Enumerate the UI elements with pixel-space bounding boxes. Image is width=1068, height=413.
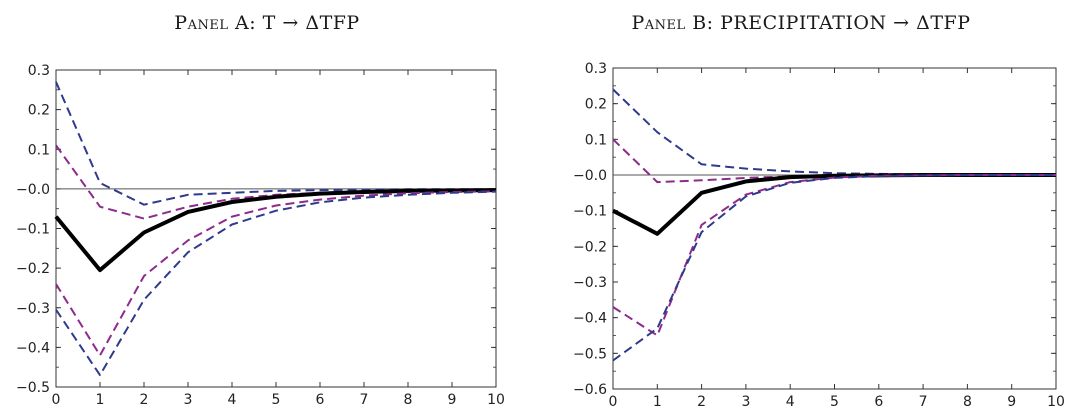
y-tick-label: 0.2	[585, 97, 607, 113]
x-tick-label: 4	[786, 394, 795, 410]
y-tick-label: 0.1	[585, 132, 607, 148]
chart-svg: 0.3 0.2 0.1 −0.0 −0.1 −0.2 −0.3 −0.4 −0.5 −0.60 1 2…	[573, 61, 1065, 410]
y-tick-label: −0.3	[16, 301, 50, 317]
x-tick-label: 7	[360, 392, 369, 408]
series-line-band	[612, 174, 1056, 337]
x-tick-label: 4	[228, 392, 237, 408]
chart-svg: 0.3 0.2 0.1 −0.0 −0.1 −0.2 −0.3 −0.4 −0.50 1 2 3 4 5 6…	[16, 63, 505, 408]
chart-title: Panel A: T → ΔTFP	[0, 12, 534, 34]
x-tick-label: 6	[316, 392, 325, 408]
y-tick-label: −0.4	[16, 340, 50, 356]
y-tick-label: −0.5	[573, 346, 607, 362]
y-tick-label: −0.4	[573, 311, 607, 327]
y-tick-label: −0.5	[16, 380, 50, 396]
y-tick-label: −0.6	[573, 382, 607, 398]
title-prefix: Panel A:	[174, 12, 257, 34]
x-tick-label: 9	[1007, 394, 1016, 410]
x-tick-label: 5	[830, 394, 839, 410]
y-tick-label: 0.3	[585, 61, 607, 77]
y-tick-label: −0.0	[16, 182, 50, 198]
y-tick-label: −0.3	[573, 275, 607, 291]
title-prefix: Panel B:	[631, 12, 714, 34]
x-tick-label: 9	[448, 392, 457, 408]
y-tick-label: 0.2	[28, 103, 50, 119]
title-main: T → ΔTFP	[262, 12, 360, 34]
title-main: PRECIPITATION → ΔTFP	[720, 12, 971, 34]
x-tick-label: 1	[96, 392, 105, 408]
x-tick-label: 7	[919, 394, 928, 410]
y-tick-label: 0.3	[28, 63, 50, 79]
x-tick-label: 1	[653, 394, 662, 410]
y-tick-label: 0.1	[28, 142, 50, 158]
y-tick-label: −0.2	[573, 239, 607, 255]
series-line-band	[612, 88, 1056, 176]
series-line-band	[55, 190, 497, 377]
x-tick-label: 0	[52, 392, 61, 408]
x-tick-label: 8	[404, 392, 413, 408]
plot-frame	[612, 67, 1057, 390]
y-tick-label: −0.0	[573, 168, 607, 184]
y-tick-label: −0.2	[16, 261, 50, 277]
y-tick-label: −0.1	[16, 222, 50, 238]
series-line-band	[55, 190, 497, 357]
x-tick-label: 8	[963, 394, 972, 410]
series-line-estimate	[612, 173, 1056, 236]
x-tick-label: 5	[272, 392, 281, 408]
x-tick-label: 2	[140, 392, 149, 408]
x-tick-label: 10	[487, 392, 505, 408]
x-tick-label: 3	[184, 392, 193, 408]
series-line-estimate	[54, 188, 497, 273]
chart-panel-a: Panel A: T → ΔTFP 0.3 0.2 0.1 −0.0 −0.1 −0.2 −…	[0, 12, 534, 408]
x-tick-label: 6	[874, 394, 883, 410]
x-tick-label: 0	[609, 394, 618, 410]
series-line-band	[55, 81, 496, 206]
y-tick-label: −0.1	[573, 204, 607, 220]
chart-title: Panel B: PRECIPITATION → ΔTFP	[534, 12, 1068, 34]
series-line-band	[55, 144, 497, 220]
x-tick-label: 10	[1047, 394, 1065, 410]
series-line-band	[612, 174, 1056, 362]
x-tick-label: 3	[741, 394, 750, 410]
chart-panel-b: Panel B: PRECIPITATION → ΔTFP 0.3 0.2 0.1 −…	[534, 0, 1068, 413]
x-tick-label: 2	[697, 394, 706, 410]
plot-frame	[55, 69, 497, 388]
